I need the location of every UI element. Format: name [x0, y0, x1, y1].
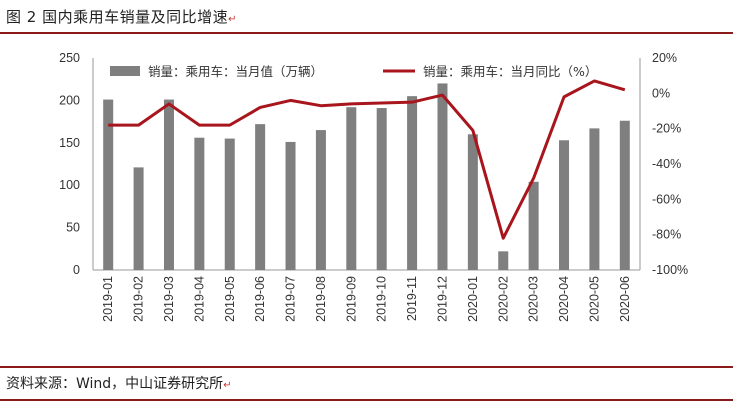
left-tick-label: 250: [59, 51, 80, 65]
x-tick-label: 2019-02: [132, 276, 146, 322]
chart: 0 50 100 150 200 250 -100% -80% -60% -40% -20% 0% 20…: [59, 51, 688, 322]
x-tick-label: 2020-02: [496, 276, 510, 322]
bar: [467, 134, 478, 270]
right-tick-label: -80%: [652, 228, 681, 242]
legend-bar-label: 销量：乘用车：当月值（万辆）: [148, 64, 323, 79]
x-tick-label: 2019-08: [314, 276, 328, 322]
bar: [589, 128, 600, 270]
x-tick-label: 2019-01: [101, 276, 115, 322]
x-tick-label: 2019-07: [284, 276, 298, 322]
bar: [619, 120, 630, 270]
right-tick-label: -60%: [652, 192, 681, 206]
bar: [559, 140, 570, 270]
bar: [437, 83, 448, 270]
bar: [224, 138, 235, 270]
bar: [498, 251, 509, 270]
left-tick-label: 50: [66, 221, 80, 235]
paragraph-mark-icon: ↵: [228, 14, 237, 25]
x-tick-label: 2020-03: [527, 276, 541, 322]
x-tick-label: 2019-11: [405, 276, 419, 321]
left-tick-label: 100: [59, 178, 80, 192]
paragraph-mark-icon: ↵: [223, 380, 232, 391]
right-tick-label: -40%: [652, 157, 681, 171]
legend-line-label: 销量：乘用车：当月同比（%）: [423, 64, 597, 79]
source-note: 资料来源：Wind，中山证券研究所↵: [6, 373, 232, 393]
x-tick-label: 2019-09: [344, 276, 358, 322]
left-tick-label: 200: [59, 93, 80, 107]
x-tick-label: 2019-04: [192, 276, 206, 322]
x-tick-label: 2019-03: [162, 276, 176, 322]
right-tick-label: 20%: [652, 51, 677, 65]
right-tick-label: -20%: [652, 122, 681, 136]
figure-title: 图 2 国内乘用车销量及同比增速↵: [6, 6, 237, 27]
x-tick-label: 2020-06: [618, 276, 632, 322]
bar: [407, 96, 418, 270]
x-tick-label: 2020-01: [466, 276, 480, 322]
right-tick-label: 0%: [652, 86, 670, 100]
figure-title-text: 图 2 国内乘用车销量及同比增速: [6, 8, 229, 26]
bar: [194, 137, 205, 270]
bar: [255, 124, 266, 270]
bar: [376, 108, 387, 270]
bar: [528, 181, 539, 270]
x-tick-label: 2019-06: [253, 276, 267, 322]
bar: [346, 107, 357, 271]
x-tick-label: 2020-04: [557, 276, 571, 322]
bar: [103, 99, 114, 270]
x-tick-label: 2019-12: [435, 276, 449, 322]
source-rule: [0, 366, 733, 368]
x-tick-label: 2019-10: [375, 276, 389, 322]
bottom-rule: [0, 399, 733, 401]
right-tick-label: -100%: [652, 263, 688, 277]
left-tick-label: 150: [59, 136, 80, 150]
x-tick-label: 2019-05: [223, 276, 237, 322]
left-tick-label: 0: [73, 263, 80, 277]
bar: [315, 130, 326, 270]
top-rule: [0, 32, 733, 34]
x-tick-label: 2020-05: [587, 276, 601, 322]
source-text: 资料来源：Wind，中山证券研究所: [6, 376, 224, 392]
bar: [163, 99, 174, 270]
bar: [285, 141, 296, 270]
yoy-line: [108, 79, 626, 240]
bar: [133, 167, 144, 270]
legend-bar-swatch: [110, 66, 140, 76]
